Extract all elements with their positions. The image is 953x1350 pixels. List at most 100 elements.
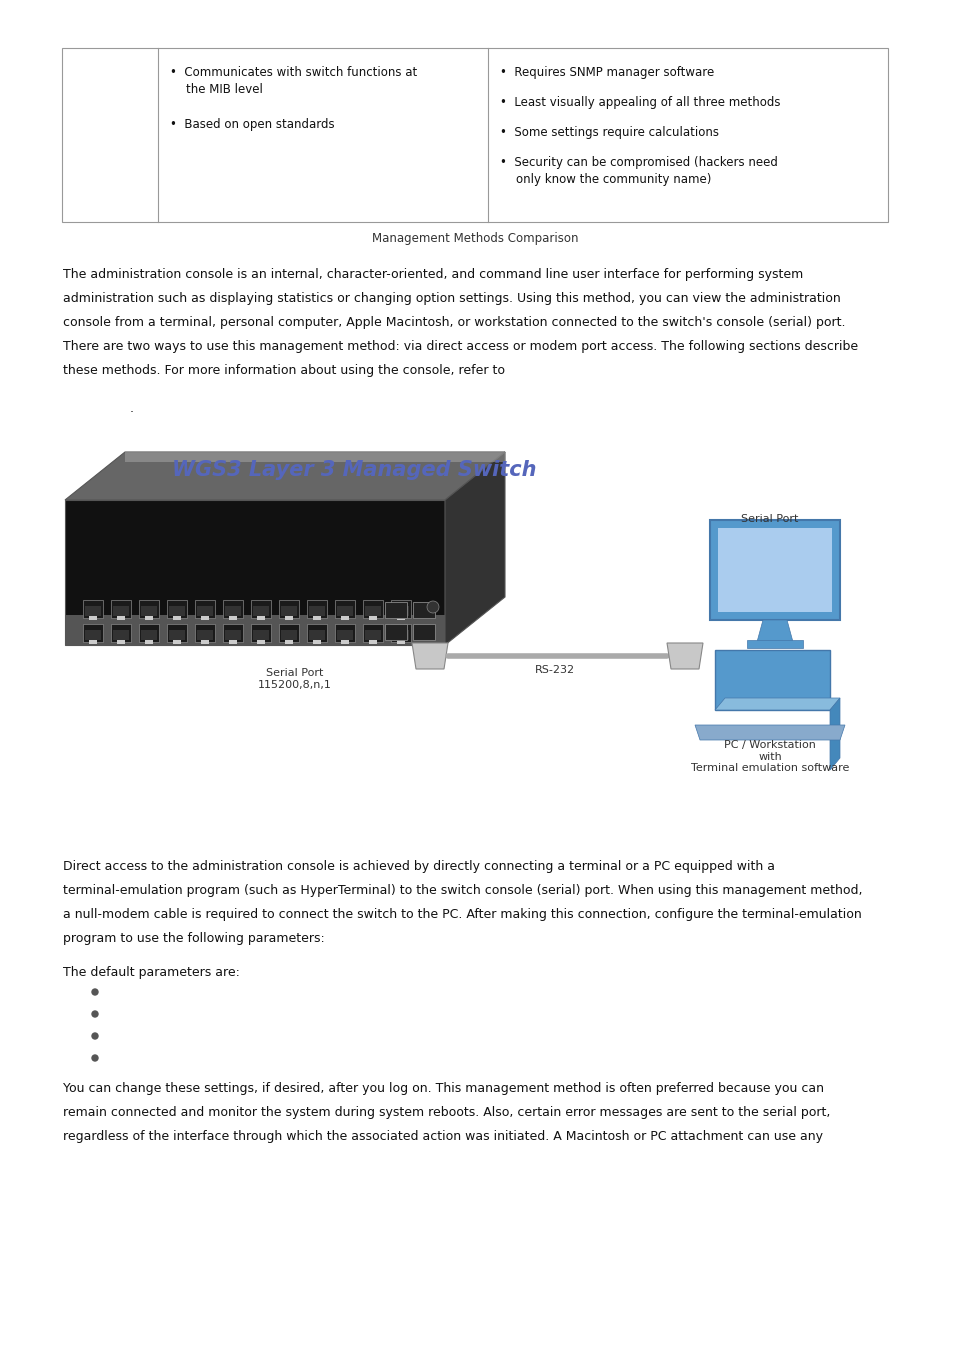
Polygon shape — [65, 452, 504, 499]
Bar — [139, 624, 159, 643]
Bar — [335, 624, 355, 643]
Text: RS-232: RS-232 — [535, 666, 575, 675]
Circle shape — [427, 601, 438, 613]
Polygon shape — [757, 620, 792, 643]
Bar — [365, 606, 380, 616]
Text: The administration console is an internal, character-oriented, and command line : The administration console is an interna… — [63, 269, 802, 281]
Bar — [194, 624, 214, 643]
Bar — [285, 640, 293, 644]
Bar — [369, 616, 376, 620]
Bar — [167, 599, 187, 618]
Text: program to use the following parameters:: program to use the following parameters: — [63, 931, 324, 945]
Bar — [281, 630, 296, 640]
Text: Management Methods Comparison: Management Methods Comparison — [372, 232, 578, 244]
Bar — [285, 616, 293, 620]
Text: only know the community name): only know the community name) — [516, 173, 711, 186]
Bar — [117, 616, 125, 620]
Bar — [714, 649, 829, 710]
Text: console from a terminal, personal computer, Apple Macintosh, or workstation conn: console from a terminal, personal comput… — [63, 316, 844, 329]
Bar — [169, 606, 185, 616]
Bar — [169, 630, 185, 640]
Polygon shape — [666, 643, 702, 670]
Polygon shape — [125, 452, 504, 462]
Text: Serial Port
115200,8,n,1: Serial Port 115200,8,n,1 — [258, 668, 332, 690]
Bar — [253, 630, 269, 640]
Bar — [385, 624, 407, 640]
Text: Direct access to the administration console is achieved by directly connecting a: Direct access to the administration cons… — [63, 860, 774, 873]
Text: The default parameters are:: The default parameters are: — [63, 967, 239, 979]
Bar — [391, 624, 411, 643]
Bar — [83, 599, 103, 618]
Polygon shape — [412, 643, 448, 670]
Text: these methods. For more information about using the console, refer to: these methods. For more information abou… — [63, 364, 504, 377]
Bar — [413, 602, 435, 618]
Bar — [62, 49, 887, 221]
Bar — [256, 616, 265, 620]
Bar — [363, 624, 382, 643]
Bar — [111, 599, 131, 618]
Bar — [309, 630, 325, 640]
Text: Serial Port: Serial Port — [740, 514, 798, 524]
Text: •  Based on open standards: • Based on open standards — [170, 117, 335, 131]
Bar — [336, 630, 353, 640]
Bar — [718, 528, 831, 612]
Text: You can change these settings, if desired, after you log on. This management met: You can change these settings, if desire… — [63, 1081, 823, 1095]
Bar — [112, 630, 129, 640]
Bar — [335, 599, 355, 618]
Bar — [85, 630, 101, 640]
Bar — [201, 640, 209, 644]
Bar — [223, 599, 243, 618]
Bar — [83, 624, 103, 643]
Bar — [385, 602, 407, 618]
Bar — [89, 616, 97, 620]
Bar — [393, 630, 409, 640]
Bar — [229, 640, 236, 644]
Bar — [256, 640, 265, 644]
Bar — [145, 640, 152, 644]
Polygon shape — [829, 698, 840, 770]
Bar — [336, 606, 353, 616]
Bar — [85, 606, 101, 616]
Bar — [196, 606, 213, 616]
Bar — [313, 616, 320, 620]
Text: •  Security can be compromised (hackers need: • Security can be compromised (hackers n… — [499, 157, 777, 169]
Bar — [746, 640, 802, 648]
Text: •  Communicates with switch functions at: • Communicates with switch functions at — [170, 66, 416, 80]
Bar — [393, 606, 409, 616]
Bar — [139, 599, 159, 618]
Bar — [396, 616, 405, 620]
Bar — [281, 606, 296, 616]
Text: remain connected and monitor the system during system reboots. Also, certain err: remain connected and monitor the system … — [63, 1106, 829, 1119]
Bar — [145, 616, 152, 620]
Bar — [229, 616, 236, 620]
Bar — [391, 599, 411, 618]
Bar — [340, 616, 349, 620]
Polygon shape — [695, 725, 844, 740]
Bar — [111, 624, 131, 643]
Circle shape — [91, 1011, 98, 1017]
Bar — [194, 599, 214, 618]
Bar — [117, 640, 125, 644]
Bar — [396, 640, 405, 644]
Text: .: . — [130, 402, 133, 414]
Text: •  Requires SNMP manager software: • Requires SNMP manager software — [499, 66, 714, 80]
Bar — [141, 606, 157, 616]
Polygon shape — [714, 698, 840, 710]
Bar — [225, 630, 241, 640]
Text: •  Least visually appealing of all three methods: • Least visually appealing of all three … — [499, 96, 780, 109]
Text: terminal-emulation program (such as HyperTerminal) to the switch console (serial: terminal-emulation program (such as Hype… — [63, 884, 862, 896]
Bar — [172, 640, 181, 644]
Bar — [225, 606, 241, 616]
Circle shape — [91, 1054, 98, 1061]
Bar — [309, 606, 325, 616]
Bar — [413, 624, 435, 640]
Text: There are two ways to use this management method: via direct access or modem por: There are two ways to use this managemen… — [63, 340, 858, 352]
Bar — [251, 624, 271, 643]
Bar — [167, 624, 187, 643]
Bar — [307, 599, 327, 618]
Text: a null-modem cable is required to connect the switch to the PC. After making thi: a null-modem cable is required to connec… — [63, 909, 861, 921]
Bar — [89, 640, 97, 644]
Bar — [196, 630, 213, 640]
Text: the MIB level: the MIB level — [186, 82, 263, 96]
Bar — [340, 640, 349, 644]
